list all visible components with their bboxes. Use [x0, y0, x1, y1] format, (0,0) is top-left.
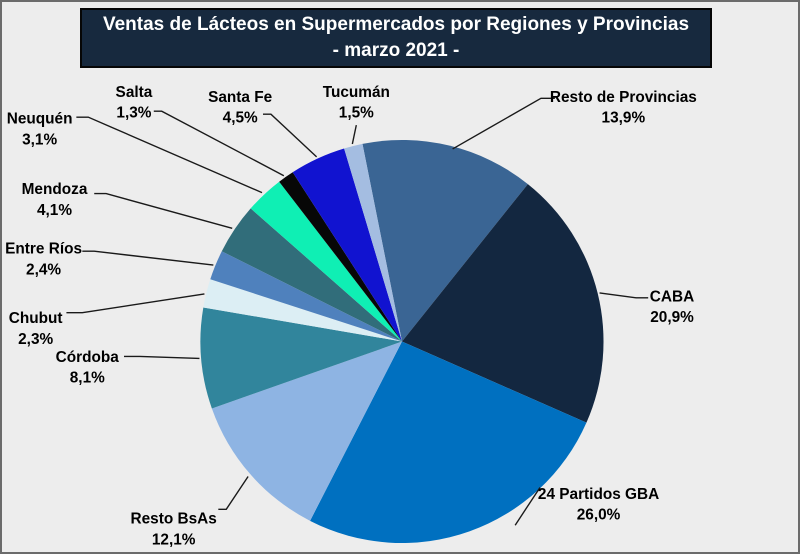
pie-slice-tucuman [344, 143, 402, 342]
leader-line-mendoza [94, 192, 233, 230]
leader-line-tucuman [351, 124, 357, 145]
slice-label-salta: Salta [116, 84, 153, 101]
slice-value-chubut: 2,3% [18, 331, 53, 348]
leader-line-resto-bsas [218, 476, 249, 511]
slice-label-mendoza: Mendoza [22, 181, 88, 198]
pie-slice-entre-rios [210, 251, 402, 342]
slice-label-santa-fe: Santa Fe [208, 89, 273, 106]
slice-labels: Resto de Provincias 13,9% CABA 20,9% 24 Part… [5, 84, 697, 549]
pie-slice-santa-fe [292, 148, 402, 342]
pie-slice-salta [279, 172, 402, 342]
chart-title: Ventas de Lácteos en Supermercados por R… [102, 14, 690, 35]
leader-line-salta [153, 110, 285, 177]
slice-label-caba: CABA [650, 288, 694, 305]
leader-line-santa-fe [262, 113, 318, 158]
slice-label-neuquen: Neuquén [7, 111, 73, 128]
chart-title-box: Ventas de Lácteos en Supermercados por R… [80, 8, 712, 68]
pie-slice-neuquen [250, 181, 402, 342]
leader-line-24-partidos-gba [514, 487, 541, 526]
slice-value-mendoza: 4,1% [37, 202, 72, 219]
leader-lines [66, 97, 649, 526]
slice-value-tucuman: 1,5% [339, 105, 374, 122]
pie-slice-24-partidos-gba [310, 341, 587, 544]
chart-subtitle: - marzo 2021 - [332, 40, 460, 61]
slice-label-resto-bsas: Resto BsAs [130, 511, 216, 528]
slice-value-entre-rios: 2,4% [26, 262, 61, 279]
leader-line-neuquen [76, 116, 263, 194]
leader-line-cordoba [124, 355, 200, 360]
leader-line-chubut [66, 293, 205, 314]
slice-label-cordoba: Córdoba [56, 349, 120, 366]
slice-value-santa-fe: 4,5% [223, 110, 258, 127]
slice-label-resto-de-provincias: Resto de Provincias [550, 89, 697, 106]
slice-value-neuquen: 3,1% [22, 131, 57, 148]
slice-value-caba: 20,9% [650, 309, 694, 326]
slice-label-tucuman: Tucumán [323, 84, 390, 101]
leader-line-caba [599, 292, 649, 299]
pie-slice-resto-de-provincias [362, 139, 528, 342]
slice-label-24-partidos-gba: 24 Partidos GBA [538, 486, 659, 503]
slice-label-chubut: Chubut [9, 310, 63, 327]
slice-value-24-partidos-gba: 26,0% [577, 507, 621, 524]
slice-value-cordoba: 8,1% [70, 370, 105, 387]
leader-line-entre-rios [82, 250, 214, 266]
leader-line-resto-de-provincias [452, 97, 555, 150]
pie-slices [200, 139, 604, 544]
slice-value-resto-bsas: 12,1% [152, 532, 196, 549]
pie-slice-chubut [203, 279, 402, 342]
slice-value-salta: 1,3% [116, 105, 151, 122]
pie-slice-caba [401, 184, 604, 423]
pie-slice-mendoza [221, 208, 402, 342]
slice-label-entre-rios: Entre Ríos [5, 241, 82, 258]
pie-slice-resto-bsas [211, 341, 402, 521]
slice-value-resto-de-provincias: 13,9% [602, 110, 646, 127]
pie-slice-cordoba [200, 307, 402, 409]
